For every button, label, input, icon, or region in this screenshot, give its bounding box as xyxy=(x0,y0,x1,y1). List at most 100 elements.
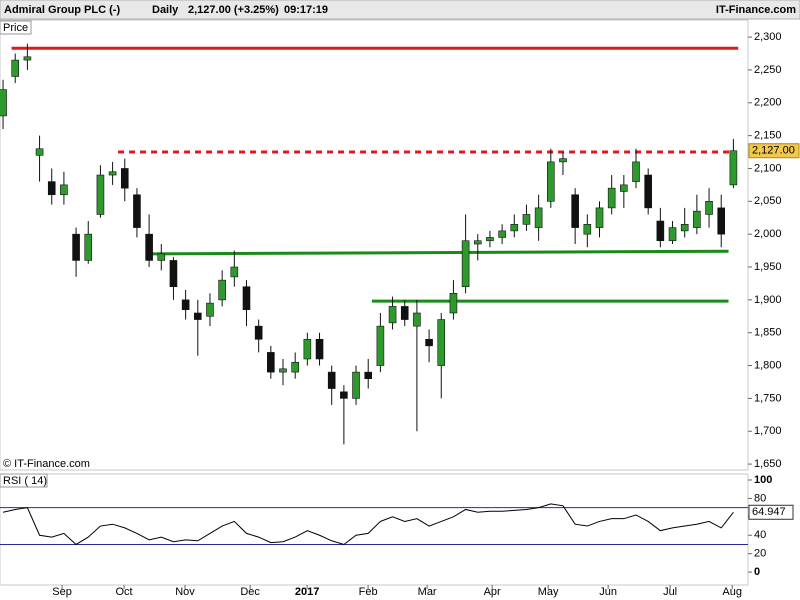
candle-body xyxy=(364,371,373,379)
candle-body xyxy=(194,312,202,320)
candle-body xyxy=(254,325,263,340)
y-tick-label: 2,150 xyxy=(754,130,782,142)
candle-body xyxy=(291,361,299,373)
candle-body xyxy=(206,302,214,317)
candle-body xyxy=(400,306,409,320)
y-tick-label: 80 xyxy=(754,492,766,504)
y-tick-label: 2,100 xyxy=(754,162,782,174)
y-tick-label: 2,050 xyxy=(754,195,782,207)
price-panel xyxy=(0,19,749,471)
x-tick-label: Mar xyxy=(418,586,437,598)
price-badge-label: 2,127.00 xyxy=(752,145,795,157)
rsi-badge xyxy=(748,504,794,520)
candle-body xyxy=(267,352,275,373)
candle-body xyxy=(108,171,117,176)
candle-body xyxy=(717,207,726,235)
candle-body xyxy=(35,148,44,156)
y-tick-label: 2,200 xyxy=(754,97,782,109)
candle-body xyxy=(303,338,312,360)
y-tick-label: 40 xyxy=(754,529,766,541)
y-tick-label: 1,700 xyxy=(754,425,782,437)
x-tick-label: Jun xyxy=(599,586,617,598)
candle-body xyxy=(522,214,531,225)
candle-body xyxy=(607,187,616,209)
candle-body xyxy=(461,240,470,288)
candle-body xyxy=(644,174,652,209)
x-tick-label: Nov xyxy=(175,586,195,598)
stock-name: Admiral Group PLC (-) xyxy=(4,4,120,16)
quote: 2,127.00 (+3.25%) xyxy=(188,4,279,16)
x-tick-label: Jul xyxy=(663,586,677,598)
y-tick-label: 1,800 xyxy=(754,359,782,371)
copyright: © IT-Finance.com xyxy=(3,458,90,470)
candle-body xyxy=(169,260,178,288)
candle-body xyxy=(449,292,458,314)
x-tick-label: May xyxy=(538,586,559,598)
site: IT-Finance.com xyxy=(716,4,796,16)
y-tick-label: 1,650 xyxy=(754,458,782,470)
candle-body xyxy=(729,150,738,186)
x-tick-label: Feb xyxy=(359,586,378,598)
candle-body xyxy=(534,207,543,228)
candle-body xyxy=(656,220,665,242)
rsi-panel xyxy=(0,473,749,586)
candle-body xyxy=(279,368,287,373)
candle-body xyxy=(72,233,80,261)
candle-body xyxy=(437,319,446,366)
rsi-title: RSI ( 14) xyxy=(3,475,47,487)
x-tick-label: Apr xyxy=(484,586,501,598)
candle-body xyxy=(96,174,105,215)
y-tick-label: 2,000 xyxy=(754,228,782,240)
candle-body xyxy=(583,224,592,235)
y-tick-label: 1,750 xyxy=(754,392,782,404)
candle-body xyxy=(47,181,56,196)
y-tick-label: 1,900 xyxy=(754,294,782,306)
y-tick-label: 20 xyxy=(754,548,766,560)
y-tick-label: 2,300 xyxy=(754,31,782,43)
candle-body xyxy=(668,227,677,242)
candle-body xyxy=(84,233,93,261)
candle-body xyxy=(120,168,129,189)
rsi-line xyxy=(2,503,734,546)
candle-body xyxy=(595,207,604,228)
rsi-badge-label: 64.947 xyxy=(752,506,786,518)
candle-body xyxy=(498,230,506,238)
candle-body xyxy=(230,266,239,278)
candle-body xyxy=(486,237,494,242)
candle-body xyxy=(705,201,713,215)
x-tick-label: 2017 xyxy=(295,586,319,598)
candle-body xyxy=(11,59,20,77)
y-tick-label: 2,250 xyxy=(754,64,782,76)
period: Daily xyxy=(152,4,179,16)
y-tick-label: 0 xyxy=(754,566,760,578)
candle-body xyxy=(680,224,689,232)
x-tick-label: Aug xyxy=(722,586,742,598)
candle-body xyxy=(327,371,336,389)
x-tick-label: Oct xyxy=(115,586,132,598)
candle-body xyxy=(242,286,251,311)
candle-body xyxy=(23,56,32,61)
candle-body xyxy=(0,89,7,117)
candle-body xyxy=(510,224,519,232)
candle-body xyxy=(218,279,226,301)
candle-body xyxy=(413,312,421,327)
rsi-label-box xyxy=(0,473,48,488)
candle-body xyxy=(693,210,701,228)
candle-body xyxy=(315,338,324,360)
candle-body xyxy=(145,233,153,261)
candle-body xyxy=(376,325,385,366)
candle-body xyxy=(620,184,628,192)
candle-body xyxy=(559,158,567,163)
candle-body xyxy=(632,161,640,182)
candle-body xyxy=(473,240,482,245)
level-line xyxy=(152,249,729,256)
candle-body xyxy=(133,194,141,228)
candle-body xyxy=(425,338,433,347)
y-tick-label: 1,850 xyxy=(754,327,782,339)
candle-body xyxy=(547,161,555,202)
y-tick-label: 100 xyxy=(754,474,772,486)
panel-label-box xyxy=(0,20,32,35)
header-bar xyxy=(0,0,800,20)
